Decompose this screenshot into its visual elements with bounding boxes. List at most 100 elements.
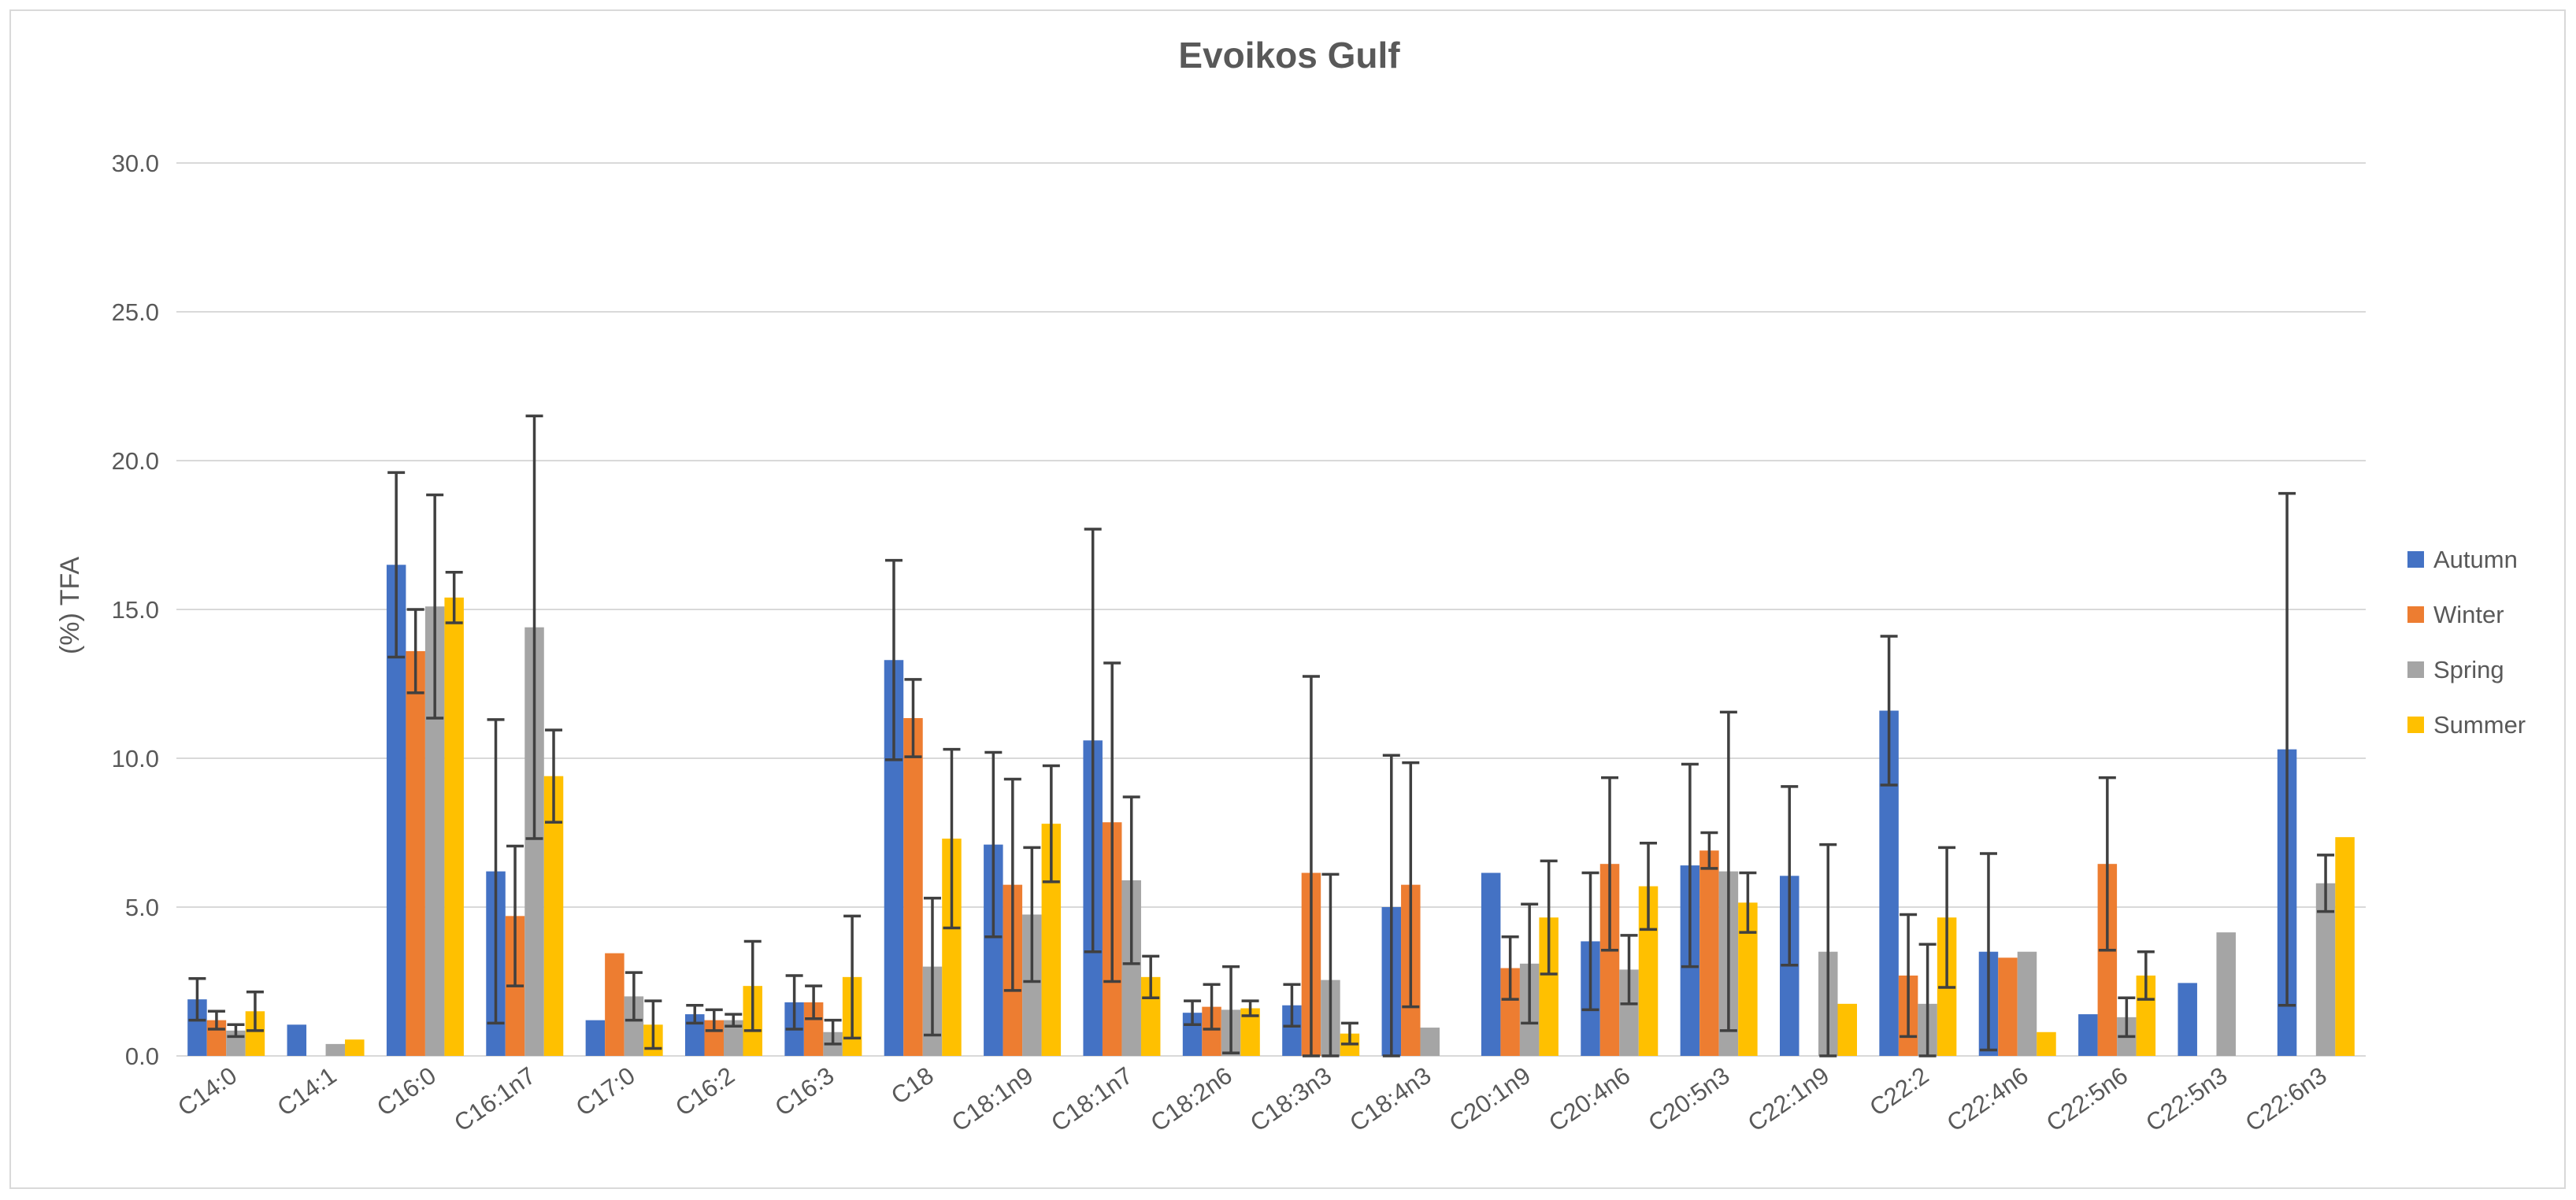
error-bar-autumn-c20-4n6 xyxy=(1581,871,1599,1012)
x-tick-label: C17:0 xyxy=(571,1061,640,1121)
x-tick-label: C18:2n6 xyxy=(1146,1061,1237,1137)
error-bar-spring-c16-1n7 xyxy=(525,414,543,840)
x-tick-label: C20:1n9 xyxy=(1444,1061,1536,1137)
bar-winter-c18 xyxy=(903,717,923,1056)
error-bar-autumn-c22-6n3 xyxy=(2278,491,2296,1007)
x-tick-label: C18:1n7 xyxy=(1046,1061,1137,1137)
error-bar-summer-c16-0 xyxy=(445,571,463,624)
error-bar-autumn-c16-0 xyxy=(387,471,406,659)
bar-autumn-c14-1 xyxy=(287,1024,307,1056)
error-bar-summer-c18-1n7 xyxy=(1142,954,1160,1000)
error-bar-summer-c16-2 xyxy=(743,939,762,1032)
error-bar-spring-c18-1n9 xyxy=(1023,846,1041,983)
bar-autumn-c17-0 xyxy=(585,1020,606,1056)
y-tick-label: 25.0 xyxy=(112,298,159,326)
bar-spring-c14-1 xyxy=(325,1043,346,1056)
error-bar-autumn-c18-2n6 xyxy=(1184,999,1202,1027)
legend-swatch-winter xyxy=(2407,606,2424,623)
y-tick-label: 20.0 xyxy=(112,447,159,475)
error-bar-autumn-c18-3n3 xyxy=(1283,983,1301,1028)
error-bar-spring-c20-4n6 xyxy=(1620,934,1638,1006)
bar-winter-c17-0 xyxy=(605,953,625,1056)
error-bar-autumn-c18-4n3 xyxy=(1382,754,1400,1057)
error-bar-spring-c16-2 xyxy=(725,1013,743,1028)
error-bar-autumn-c18 xyxy=(884,558,903,761)
error-bar-summer-c18 xyxy=(943,747,961,930)
bar-chart: Evoikos Gulf (%) TFA 0.0 5.0 10.0 15.0 20.0 2… xyxy=(55,35,2526,1137)
x-tick-label: C18:3n3 xyxy=(1245,1061,1336,1137)
x-tick-label: C16:2 xyxy=(670,1061,739,1121)
error-bar-spring-c16-3 xyxy=(824,1018,842,1046)
bar-spring-c22-5n3 xyxy=(2216,932,2236,1056)
error-bar-summer-c16-1n7 xyxy=(545,728,563,824)
error-bar-autumn-c18-1n9 xyxy=(984,750,1003,939)
y-tick-label: 15.0 xyxy=(112,596,159,624)
y-tick-label: 0.0 xyxy=(125,1043,159,1070)
error-bar-summer-c22-5n6 xyxy=(2137,950,2155,1001)
y-tick-label: 10.0 xyxy=(112,745,159,772)
x-tick-label: C22:2 xyxy=(1865,1061,1934,1121)
error-bar-autumn-c14-0 xyxy=(188,976,206,1022)
bar-summer-c22-6n3 xyxy=(2335,837,2355,1056)
x-tick-label: C22:4n6 xyxy=(1942,1061,2033,1137)
error-bar-winter-c20-4n6 xyxy=(1601,776,1619,952)
error-bar-summer-c18-2n6 xyxy=(1241,999,1259,1017)
bar-autumn-c22-5n6 xyxy=(2078,1014,2098,1056)
legend: Autumn Winter Spring Summer xyxy=(2407,546,2526,739)
error-bar-summer-c17-0 xyxy=(644,999,662,1050)
error-bar-spring-c18-2n6 xyxy=(1222,965,1240,1054)
legend-label-autumn: Autumn xyxy=(2433,546,2518,573)
bar-spring-c18-4n3 xyxy=(1420,1028,1440,1056)
error-bar-winter-c16-2 xyxy=(705,1008,723,1032)
y-tick-label: 30.0 xyxy=(112,150,159,177)
error-bar-autumn-c22-2 xyxy=(1880,635,1898,787)
y-tick-label: 5.0 xyxy=(125,894,159,921)
error-bar-spring-c20-5n3 xyxy=(1719,710,1737,1032)
error-bar-autumn-c16-1n7 xyxy=(487,718,505,1025)
error-bar-autumn-c16-2 xyxy=(686,1003,704,1025)
error-bar-spring-c20-1n9 xyxy=(1521,902,1539,1025)
x-tick-label: C22:5n3 xyxy=(2140,1061,2232,1137)
error-bar-summer-c16-3 xyxy=(843,914,862,1040)
error-bar-summer-c18-3n3 xyxy=(1340,1021,1358,1046)
error-bar-spring-c22-2 xyxy=(1918,943,1937,1057)
legend-swatch-spring xyxy=(2407,661,2424,678)
bar-autumn-c22-5n3 xyxy=(2178,983,2197,1056)
x-tick-label: C22:1n9 xyxy=(1743,1061,1834,1137)
legend-label-summer: Summer xyxy=(2433,711,2526,739)
error-bar-winter-c22-2 xyxy=(1900,913,1918,1039)
x-tick-label: C20:4n6 xyxy=(1544,1061,1635,1137)
y-axis-label: (%) TFA xyxy=(55,557,85,654)
error-bar-winter-c18-2n6 xyxy=(1203,983,1221,1031)
bar-autumn-c20-1n9 xyxy=(1481,872,1501,1056)
x-tick-label: C18:1n9 xyxy=(947,1061,1038,1137)
error-bar-winter-c18-1n7 xyxy=(1103,661,1121,983)
legend-label-winter: Winter xyxy=(2433,601,2504,628)
bars xyxy=(187,565,2355,1056)
x-tick-label: C20:5n3 xyxy=(1644,1061,1735,1137)
x-axis-ticks: C14:0 C14:1 C16:0 C16:1n7 C17:0 C16:2 C16:3 C18… xyxy=(172,1061,2331,1137)
error-bar-spring-c17-0 xyxy=(625,971,643,1022)
error-bar-autumn-c20-5n3 xyxy=(1681,762,1699,969)
chart-frame: Evoikos Gulf (%) TFA 0.0 5.0 10.0 15.0 20.0 2… xyxy=(9,9,2566,1189)
error-bar-winter-c18 xyxy=(904,678,922,758)
error-bar-winter-c20-1n9 xyxy=(1501,935,1519,1001)
error-bar-winter-c16-1n7 xyxy=(506,844,524,987)
x-tick-label: C16:0 xyxy=(372,1061,441,1121)
bar-winter-c16-0 xyxy=(406,650,425,1056)
error-bar-winter-c18-3n3 xyxy=(1302,675,1320,1057)
error-bar-spring-c18-1n7 xyxy=(1122,795,1140,965)
error-bar-winter-c22-5n6 xyxy=(2098,776,2116,952)
error-bar-autumn-c22-4n6 xyxy=(1979,852,1997,1052)
x-tick-label: C22:6n3 xyxy=(2241,1061,2332,1137)
error-bar-spring-c18 xyxy=(923,896,941,1037)
error-bar-summer-c20-1n9 xyxy=(1540,859,1558,976)
x-tick-label: C14:1 xyxy=(272,1061,342,1121)
bar-spring-c22-4n6 xyxy=(2017,951,2037,1056)
legend-swatch-autumn xyxy=(2407,551,2424,568)
y-axis-ticks: 0.0 5.0 10.0 15.0 20.0 25.0 30.0 xyxy=(112,150,159,1070)
error-bar-winter-c14-0 xyxy=(207,1009,225,1031)
error-bar-spring-c22-1n9 xyxy=(1819,843,1837,1057)
chart-title: Evoikos Gulf xyxy=(1178,35,1400,76)
error-bar-summer-c20-5n3 xyxy=(1739,871,1757,934)
